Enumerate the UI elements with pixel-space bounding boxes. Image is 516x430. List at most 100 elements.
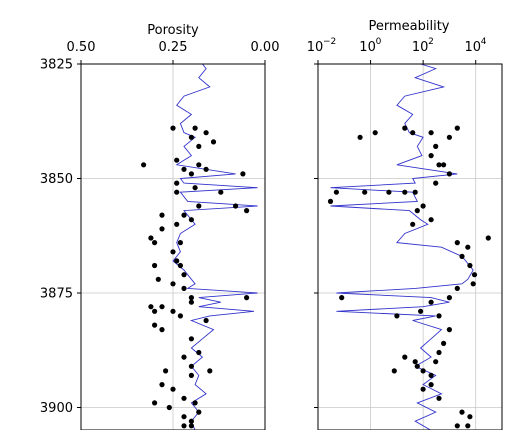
core-data-point — [465, 244, 471, 250]
core-data-point — [152, 262, 158, 269]
core-data-point — [196, 162, 202, 168]
core-data-point — [372, 130, 378, 136]
core-data-point — [192, 400, 198, 406]
x-tick-label: 10 — [412, 40, 429, 55]
core-data-point — [166, 404, 172, 411]
porosity-title: Porosity — [147, 23, 199, 38]
core-data-point — [459, 253, 465, 259]
x-tick-label: 10 — [359, 40, 376, 55]
core-data-point — [192, 125, 198, 131]
core-data-point — [159, 382, 165, 388]
core-data-point — [174, 258, 180, 264]
core-data-point — [196, 349, 202, 356]
core-data-point — [159, 304, 165, 310]
core-data-point — [433, 180, 439, 186]
core-data-point — [188, 372, 194, 378]
core-data-point — [428, 217, 434, 223]
core-data-point — [414, 208, 420, 214]
core-data-point — [433, 143, 439, 149]
porosity-core-points-layer — [141, 125, 250, 429]
core-data-point — [436, 349, 442, 356]
x-tick-label: 0.50 — [67, 40, 96, 55]
core-data-point — [446, 295, 452, 301]
core-data-point — [174, 180, 180, 186]
core-data-point — [240, 171, 246, 177]
core-data-point — [465, 423, 471, 429]
core-data-point — [433, 359, 439, 365]
core-data-point — [418, 308, 424, 314]
core-data-point — [188, 295, 194, 301]
core-data-point — [454, 423, 460, 429]
core-data-point — [428, 382, 434, 388]
core-data-point — [441, 340, 447, 346]
core-data-point — [159, 212, 165, 218]
core-data-point — [152, 322, 158, 328]
core-data-point — [207, 368, 213, 374]
core-data-point — [181, 395, 187, 401]
core-data-point — [170, 386, 176, 392]
core-data-point — [420, 368, 426, 374]
core-data-point — [470, 281, 476, 287]
core-data-point — [420, 203, 426, 209]
core-data-point — [177, 262, 183, 269]
core-data-point — [181, 166, 187, 172]
core-data-point — [394, 313, 400, 319]
x-tick-label-exponent: 4 — [481, 37, 487, 47]
core-data-point — [244, 208, 250, 214]
core-data-point — [459, 409, 465, 415]
core-data-point — [196, 409, 202, 415]
porosity-x-ticks: 0.50 0.25 0.00 — [67, 40, 279, 64]
core-data-point — [412, 359, 418, 365]
x-tick-label: 10 — [307, 40, 324, 55]
core-data-point — [446, 134, 452, 140]
core-data-point — [181, 423, 187, 429]
core-data-point — [454, 285, 460, 291]
core-data-point — [163, 368, 169, 374]
core-data-point — [436, 162, 442, 168]
core-data-point — [159, 226, 165, 232]
core-data-point — [196, 203, 202, 209]
core-data-point — [181, 212, 187, 218]
core-data-point — [402, 125, 408, 131]
core-data-point — [410, 221, 416, 227]
core-data-point — [174, 157, 180, 163]
core-data-point — [412, 189, 418, 195]
x-tick-label: 10 — [464, 40, 481, 55]
core-data-point — [170, 125, 176, 131]
core-data-point — [446, 327, 452, 333]
x-tick-label-exponent: 2 — [428, 37, 434, 47]
core-data-point — [196, 143, 202, 149]
y-tick-label: 3875 — [40, 287, 73, 302]
core-data-point — [174, 189, 180, 195]
core-data-point — [485, 235, 491, 241]
core-data-point — [420, 386, 426, 392]
core-data-point — [148, 235, 154, 241]
core-data-point — [188, 299, 194, 305]
core-data-point — [327, 198, 334, 204]
core-data-point — [446, 171, 452, 177]
core-data-point — [410, 130, 416, 136]
core-data-point — [181, 285, 187, 291]
core-data-point — [170, 281, 176, 287]
porosity-y-ticks: 3825 3850 3875 3900 — [40, 58, 81, 416]
log-curve-line — [172, 63, 258, 430]
core-data-point — [181, 272, 187, 278]
core-data-point — [471, 272, 478, 278]
permeability-core-points-layer — [327, 125, 491, 429]
core-data-point — [428, 372, 434, 378]
core-data-point — [188, 363, 194, 369]
core-data-point — [170, 249, 176, 255]
core-data-point — [454, 240, 460, 246]
core-data-point — [428, 299, 434, 305]
core-data-point — [233, 203, 239, 209]
core-data-point — [333, 189, 339, 195]
core-data-point — [188, 423, 194, 429]
core-data-point — [414, 363, 420, 369]
core-data-point — [152, 308, 158, 314]
core-data-point — [188, 217, 194, 223]
core-data-point — [402, 189, 408, 195]
core-data-point — [155, 276, 161, 282]
permeability-x-ticks: 10 −2 10 0 10 2 10 4 — [307, 37, 487, 64]
